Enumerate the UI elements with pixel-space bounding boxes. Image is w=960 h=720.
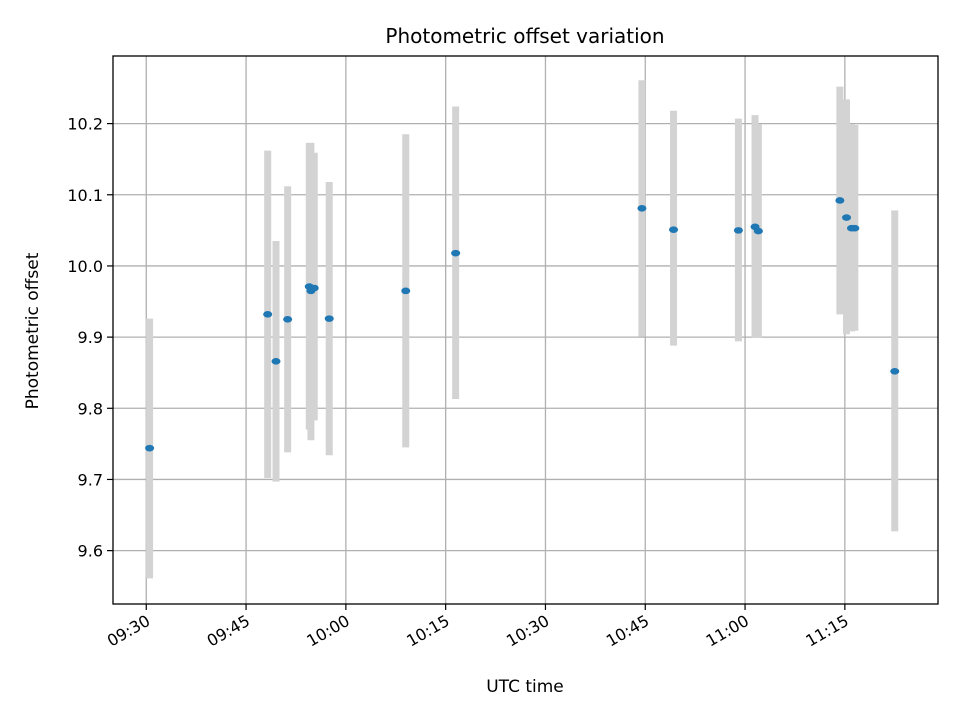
data-point — [753, 227, 763, 235]
data-point — [324, 315, 334, 322]
y-axis-ticks: 9.6 9.7 9.8 9.9 10.0 10.1 10.2 — [67, 115, 113, 561]
data-point — [669, 226, 679, 233]
grid — [113, 56, 938, 604]
y-tick-label: 10.1 — [67, 186, 103, 205]
y-axis-title: Photometric offset — [23, 252, 43, 409]
data-point — [850, 224, 860, 232]
y-tick-label: 9.8 — [78, 399, 103, 418]
x-tick-label: 10:15 — [403, 611, 452, 651]
y-tick-label: 9.6 — [78, 542, 103, 561]
x-tick-label: 09:30 — [104, 611, 153, 651]
error-bars — [146, 80, 899, 579]
data-point — [283, 316, 293, 323]
data-point — [451, 249, 461, 257]
x-tick-label: 10:00 — [303, 611, 352, 651]
data-point — [637, 205, 647, 212]
data-point — [271, 358, 281, 365]
data-point — [890, 367, 900, 375]
y-tick-label: 10.0 — [67, 257, 103, 276]
data-point — [145, 444, 155, 452]
data-point — [309, 284, 319, 292]
y-tick-label: 9.7 — [78, 470, 103, 489]
chart-title: Photometric offset variation — [385, 24, 664, 48]
y-tick-label: 9.9 — [78, 328, 103, 347]
data-points — [145, 197, 900, 452]
x-axis-title: UTC time — [486, 677, 564, 697]
x-tick-label: 09:45 — [204, 611, 253, 651]
data-point — [835, 197, 845, 204]
x-tick-label: 10:30 — [503, 611, 552, 651]
x-tick-label: 11:00 — [703, 611, 752, 651]
x-tick-label: 11:15 — [802, 611, 851, 651]
plot-area-frame — [112, 55, 939, 605]
data-point — [263, 311, 273, 318]
data-point — [733, 227, 743, 234]
y-tick-label: 10.2 — [67, 115, 103, 134]
x-axis-ticks: 09:30 09:45 10:00 10:15 10:30 10:45 11:00 11:15 — [104, 604, 852, 651]
data-point — [842, 214, 852, 221]
x-tick-label: 10:45 — [603, 611, 652, 651]
data-point — [401, 287, 411, 295]
